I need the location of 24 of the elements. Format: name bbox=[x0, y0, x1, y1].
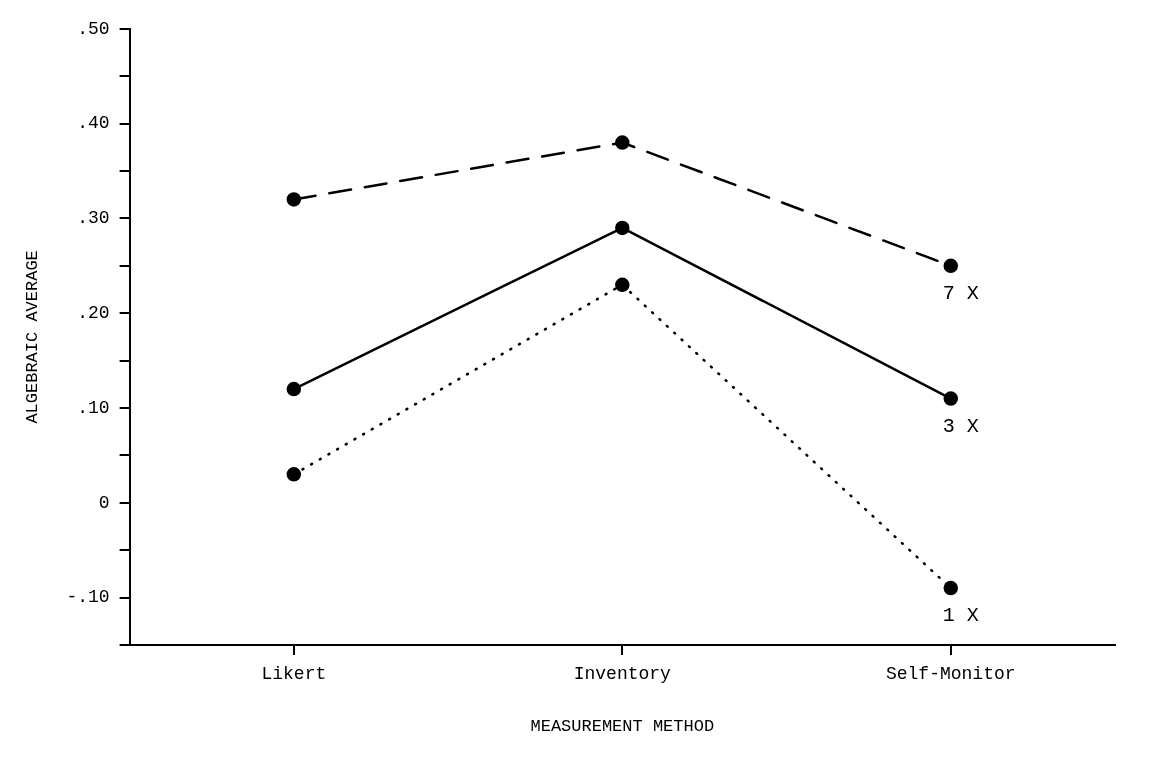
point bbox=[286, 467, 302, 482]
series-label: 7 X bbox=[942, 282, 979, 306]
y-tick-label: .20 bbox=[77, 302, 110, 323]
point bbox=[286, 192, 302, 207]
x-axis-title: MEASUREMENT METHOD bbox=[530, 717, 715, 737]
x-tick-label: Self-Monitor bbox=[885, 663, 1016, 684]
y-tick-label: .30 bbox=[77, 208, 110, 229]
point bbox=[943, 580, 959, 596]
point bbox=[943, 391, 959, 406]
point bbox=[943, 258, 959, 274]
x-tick-label: Inventory bbox=[573, 663, 672, 684]
point bbox=[615, 277, 630, 293]
y-tick-label: 0 bbox=[98, 492, 110, 513]
point bbox=[615, 220, 630, 236]
point bbox=[615, 135, 630, 150]
series-label: 3 X bbox=[942, 414, 979, 438]
point bbox=[286, 381, 302, 397]
y-tick-label: -.10 bbox=[66, 587, 110, 608]
y-axis-title: ALGEBRAIC AVERAGE bbox=[22, 250, 42, 424]
x-tick-label: Likert bbox=[261, 663, 327, 684]
y-tick-label: .10 bbox=[77, 397, 110, 418]
y-tick-label: .50 bbox=[77, 18, 110, 39]
y-tick-label: .40 bbox=[77, 113, 110, 134]
series-label: 1 X bbox=[942, 604, 979, 628]
